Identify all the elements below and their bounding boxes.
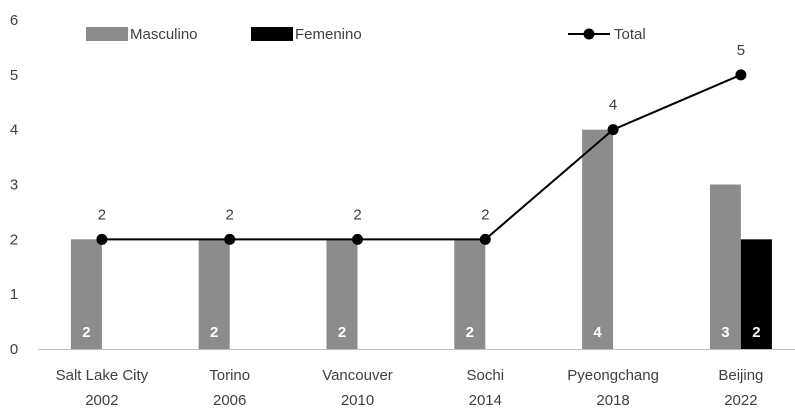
x-tick-label: Torino 2006: [209, 367, 250, 408]
bar-data-label: 2: [752, 324, 760, 341]
y-tick-label: 5: [10, 67, 18, 84]
bar-femenino: [740, 239, 772, 349]
bar-data-label: 2: [466, 324, 474, 341]
legend-swatch-masculino: [86, 27, 128, 41]
bar-masculino: [326, 239, 358, 349]
bar-data-label: 2: [210, 324, 218, 341]
x-tick-label-line: 2002: [85, 392, 118, 408]
total-point: [352, 233, 363, 245]
legend-marker-total: [583, 28, 595, 40]
x-tick-label: Pyeongchang 2018: [567, 367, 659, 408]
bar-masculino: [454, 239, 486, 349]
x-tick-label: Salt Lake City 2002: [56, 367, 149, 408]
x-tick-label-line: Sochi: [467, 367, 505, 384]
total-line: [101, 73, 742, 241]
x-tick-label-line: 2014: [469, 392, 502, 408]
legend-swatch-femenino: [251, 27, 293, 41]
x-tick-label-line: Pyeongchang: [567, 367, 659, 384]
bar-data-label: 4: [593, 324, 602, 341]
y-tick-label: 3: [10, 177, 18, 194]
bar-masculino: [198, 239, 230, 349]
bar-data-label: 2: [82, 324, 90, 341]
y-tick-label: 0: [10, 341, 18, 358]
total-point: [96, 233, 108, 245]
x-tick-label: Beijing 2022: [718, 367, 763, 408]
y-tick-label: 4: [10, 122, 18, 139]
total-point: [224, 233, 236, 245]
total-data-label: 5: [737, 42, 745, 59]
total-point: [607, 124, 619, 136]
y-axis: 0 1 2 3 4 5 6: [10, 12, 18, 358]
y-tick-label: 2: [10, 231, 18, 248]
legend-label: Masculino: [130, 26, 198, 43]
legend-label: Total: [614, 26, 646, 43]
bar-data-label: 3: [721, 324, 729, 341]
total-data-label: 2: [481, 206, 489, 223]
bar-masculino: [709, 184, 741, 349]
total-point: [735, 69, 747, 81]
legend: Masculino Femenino Total: [86, 26, 646, 43]
legend-label: Femenino: [295, 26, 362, 43]
bar-data-label: 2: [338, 324, 346, 341]
bars: 2 2 2 2 4 3 2: [70, 129, 772, 349]
bar-masculino: [70, 239, 102, 349]
total-point: [479, 233, 491, 245]
x-tick-label-line: Beijing: [718, 367, 763, 384]
x-tick-label-line: Salt Lake City: [56, 367, 149, 384]
x-tick-label: Sochi 2014: [467, 367, 505, 408]
x-tick-label-line: Vancouver: [322, 367, 393, 384]
x-tick-label: Vancouver 2010: [322, 367, 393, 408]
total-line-series: 2 2 2 2 4 5: [96, 42, 747, 245]
bar-masculino: [582, 129, 614, 349]
x-tick-label-line: 2006: [213, 392, 246, 408]
total-data-label: 4: [609, 97, 617, 114]
x-tick-label-line: Torino: [209, 367, 250, 384]
x-tick-label-line: 2022: [724, 392, 757, 408]
total-data-label: 2: [226, 206, 234, 223]
y-tick-label: 1: [10, 286, 18, 303]
y-tick-label: 6: [10, 12, 18, 29]
x-axis: Salt Lake City 2002 Torino 2006 Vancouver 201…: [38, 349, 795, 408]
x-tick-label-line: 2018: [596, 392, 629, 408]
x-tick-label-line: 2010: [341, 392, 374, 408]
total-data-label: 2: [353, 206, 361, 223]
total-data-label: 2: [98, 206, 106, 223]
